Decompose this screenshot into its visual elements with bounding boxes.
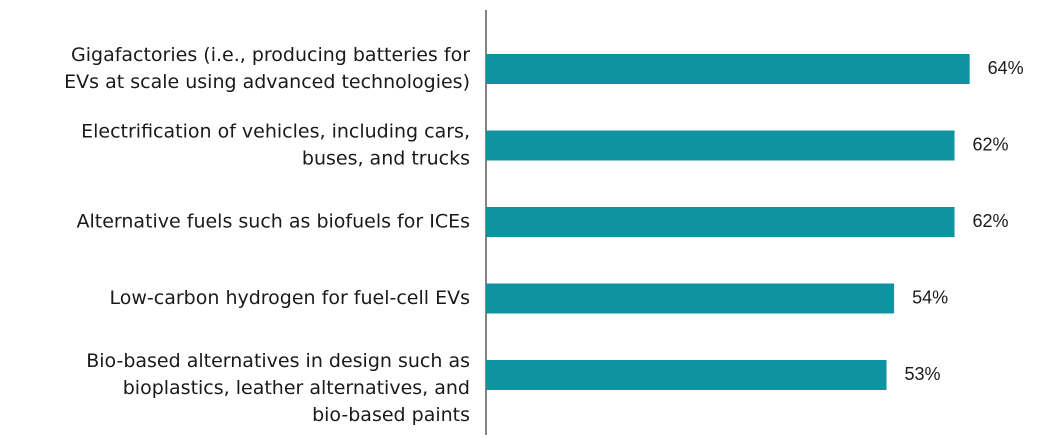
bar	[486, 54, 970, 84]
bar	[486, 360, 887, 390]
category-label: Alternative fuels such as biofuels for I…	[76, 211, 470, 233]
category-label: buses, and trucks	[302, 148, 470, 170]
category-label: Electrification of vehicles, including c…	[81, 121, 470, 143]
value-label: 53%	[905, 364, 941, 384]
category-label: Low-carbon hydrogen for fuel-cell EVs	[110, 287, 471, 309]
bar	[486, 207, 955, 237]
category-label: Gigafactories (i.e., producing batteries…	[71, 44, 470, 66]
category-label: Bio-based alternatives in design such as	[86, 350, 470, 372]
bar	[486, 283, 895, 314]
category-label: bio-based paints	[312, 404, 470, 426]
value-label: 62%	[973, 134, 1009, 154]
bar	[486, 130, 955, 161]
category-label: bioplastics, leather alternatives, and	[123, 377, 470, 399]
value-label: 62%	[973, 211, 1009, 231]
value-label: 64%	[988, 58, 1024, 78]
category-label: EVs at scale using advanced technologies…	[64, 71, 470, 93]
value-label: 54%	[912, 287, 948, 307]
